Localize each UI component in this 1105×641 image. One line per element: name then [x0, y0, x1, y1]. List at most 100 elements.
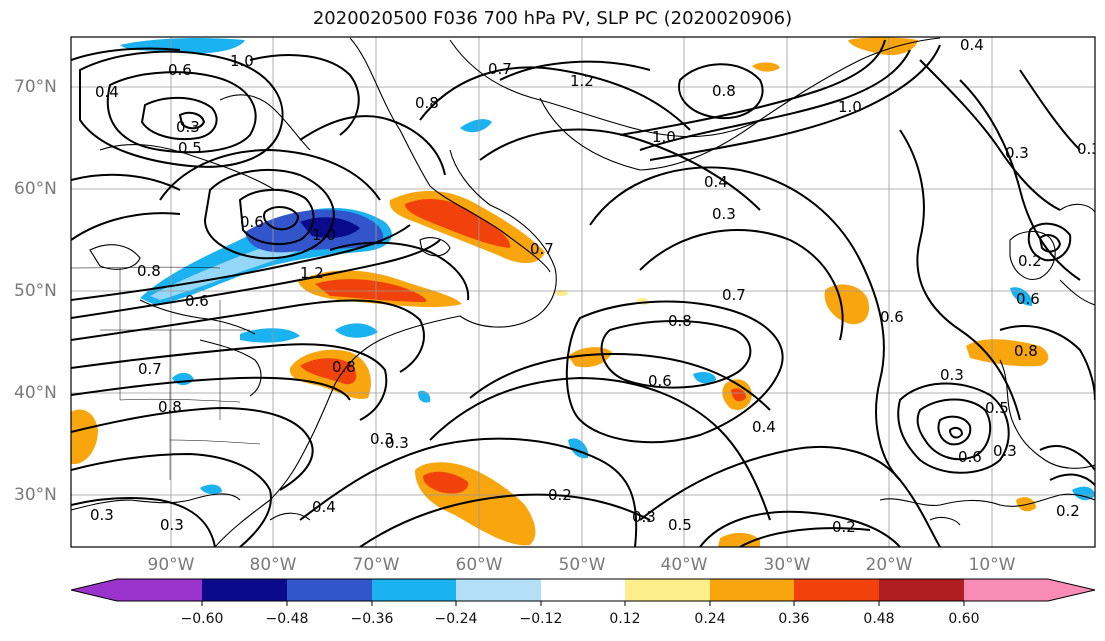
contour-label: 0.3	[90, 506, 114, 524]
contour-label: 0.4	[752, 418, 776, 436]
contour-label: 0.8	[332, 358, 356, 376]
contour-label: 0.3	[176, 118, 200, 136]
colorbar-tick-label: −0.48	[265, 611, 309, 627]
contour-label: 0.6	[240, 213, 264, 231]
contour-label: 0.6	[958, 448, 982, 466]
contour-label: 0.7	[530, 240, 554, 258]
lat-label: 40°N	[14, 383, 57, 403]
coastline	[879, 493, 1095, 507]
colorbar-low-arrow	[71, 579, 117, 601]
map-layers: 0.4 0.6 1.0 0.3 0.5 0.8 0.7 1.2 0.8 1.0 …	[71, 36, 1095, 547]
lon-label: 80°W	[249, 555, 297, 575]
contour-label: 0.6	[648, 372, 672, 390]
contour-label: 0.4	[960, 36, 984, 54]
colorbar-tick-label: 0.48	[863, 611, 895, 627]
coastline	[269, 512, 311, 521]
contour-label: 0.3	[993, 442, 1017, 460]
colorbar-tick-label: −0.24	[434, 611, 478, 627]
pv-fill-pos	[315, 279, 427, 302]
coastline	[449, 149, 557, 328]
contour-line	[479, 128, 761, 211]
lon-label: 60°W	[455, 555, 503, 575]
colorbar-segment	[964, 579, 1048, 601]
lon-label: 70°W	[352, 555, 400, 575]
contour-line	[1027, 222, 1072, 262]
pv-fill-pos	[423, 471, 469, 494]
lon-label: 50°W	[558, 555, 606, 575]
colorbar-segment	[710, 579, 794, 601]
coastline	[1009, 230, 1056, 280]
contour-line	[249, 54, 360, 136]
contour-line	[639, 229, 844, 341]
contour-label: 0.3	[1005, 144, 1029, 162]
contour-label: 0.6	[1016, 290, 1040, 308]
contour-label: 0.4	[312, 498, 336, 516]
contour-label: 0.8	[668, 312, 692, 330]
contour-line	[71, 452, 272, 547]
contour-line	[699, 510, 901, 547]
contour-line	[619, 39, 886, 136]
contour-label: 0.8	[415, 94, 439, 112]
contour-line	[71, 224, 411, 301]
contour-line	[999, 325, 1095, 401]
contour-line	[897, 382, 1010, 474]
coastline	[419, 237, 451, 257]
coastline	[449, 37, 941, 138]
colorbar-segment	[541, 579, 625, 601]
colorbar-tick-label: 0.24	[694, 611, 726, 627]
contour-line	[71, 406, 314, 491]
contour-line	[359, 493, 651, 547]
colorbar-segment	[625, 579, 710, 601]
contour-label: 0.5	[178, 139, 202, 157]
contour-label: 1.2	[300, 264, 324, 282]
contour-line	[71, 343, 388, 421]
coastline	[139, 299, 256, 335]
contour-line	[565, 300, 784, 444]
contour-line	[919, 59, 1061, 211]
contour-line	[739, 527, 871, 547]
pv-fill-neg	[1010, 287, 1033, 306]
contour-label: 0.2	[832, 518, 856, 536]
contour-label: 0.3	[370, 430, 394, 448]
pv-fill-pos	[731, 388, 746, 402]
coastline	[99, 144, 276, 191]
contour-label: 0.8	[137, 262, 161, 280]
contour-label: 0.5	[668, 516, 692, 534]
contour-line	[1039, 445, 1095, 471]
contour-line	[299, 437, 638, 547]
pv-fill-neg	[460, 119, 492, 133]
contour-label: 0.3	[385, 434, 409, 452]
pv-fill-neg	[335, 323, 378, 338]
pv-fill-pos	[405, 199, 511, 248]
coastline	[1059, 203, 1095, 213]
contour-line	[589, 166, 901, 481]
contour-line	[178, 111, 206, 130]
contour-line	[329, 241, 470, 301]
pv-fill-neg	[1072, 486, 1095, 501]
contour-line	[948, 426, 964, 439]
contour-line	[71, 299, 425, 373]
contour-line	[299, 115, 446, 176]
pv-fill-neg	[150, 238, 320, 300]
positive-pv-fills	[71, 37, 1049, 547]
contour-label: 0.7	[138, 360, 162, 378]
contour-line	[203, 169, 335, 260]
contour-line	[937, 415, 972, 446]
contour-line	[678, 63, 764, 120]
contour-line	[71, 376, 351, 401]
colorbar-segment	[202, 579, 287, 601]
contour-line	[959, 79, 1081, 281]
colorbar-segment	[794, 579, 879, 601]
contour-label: 1.2	[570, 72, 594, 90]
contour-label: 0.8	[712, 82, 736, 100]
lon-label: 30°W	[763, 555, 811, 575]
contour-line	[71, 212, 181, 241]
contour-line	[649, 44, 941, 161]
contour-line	[916, 398, 992, 461]
coastline	[999, 359, 1095, 469]
pv-fill-pos	[718, 532, 760, 547]
contour-label: 0.2	[548, 486, 572, 504]
contour-line	[1038, 234, 1062, 253]
contour-line	[469, 353, 771, 411]
